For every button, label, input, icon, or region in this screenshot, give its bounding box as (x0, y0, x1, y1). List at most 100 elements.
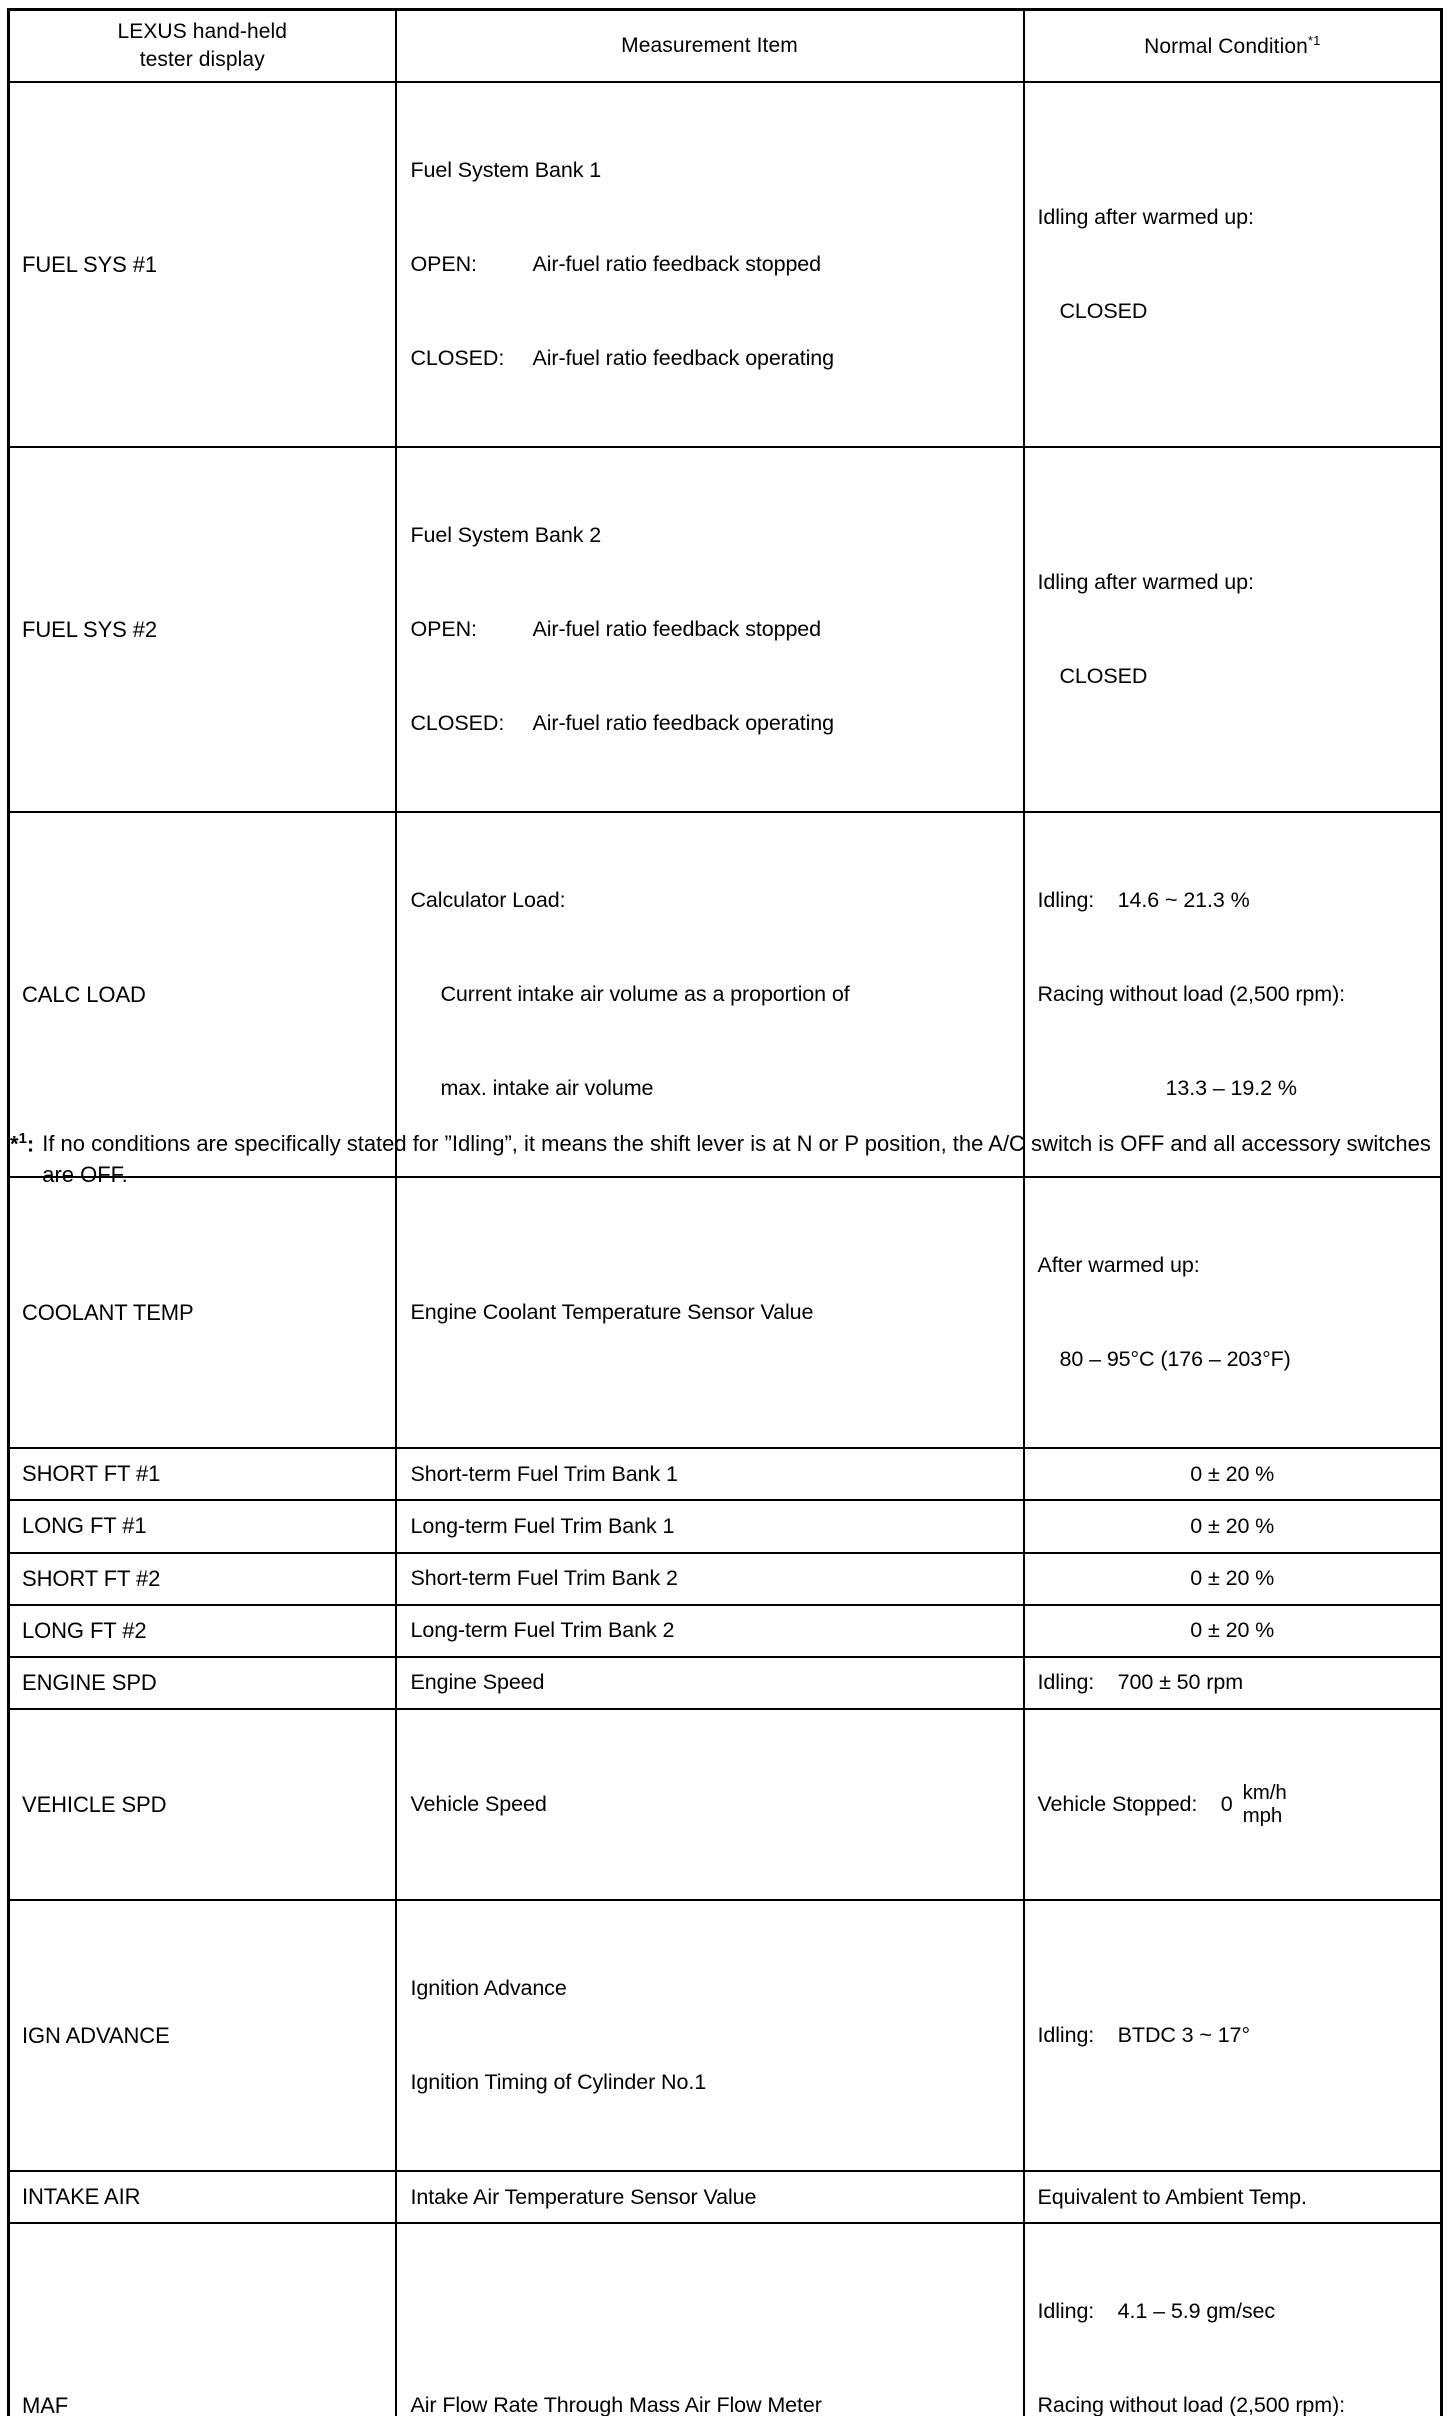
cell-display-name: LONG FT #1 (7, 1499, 397, 1554)
display-name-text: INTAKE AIR (22, 2184, 141, 2210)
display-name-text: FUEL SYS #2 (22, 616, 158, 642)
cell-display-name: SHORT FT #1 (7, 1447, 397, 1502)
condition-line: Idling: 4.1 – 5.9 gm/sec (1037, 2299, 1276, 2324)
footnote-marker-number: 1 (18, 1130, 27, 1147)
table-row: LONG FT #1 Long-term Fuel Trim Bank 1 0 … (7, 1499, 1443, 1554)
cell-display-name: ENGINE SPD (7, 1655, 397, 1710)
condition-line: Equivalent to Ambient Temp. (1037, 2184, 1308, 2209)
cell-display-name: COOLANT TEMP (7, 1176, 397, 1450)
measurement-kv: OPEN: Air-fuel ratio feedback stopped (411, 249, 1009, 280)
condition-line: Idling after warmed up: (1037, 204, 1255, 229)
condition-line: Idling: BTDC 3 ~ 17° (1037, 2023, 1251, 2048)
cell-measurement-item: Fuel System Bank 1 OPEN: Air-fuel ratio f… (394, 80, 1025, 449)
cell-display-name: VEHICLE SPD (7, 1707, 397, 1902)
table-header: LEXUS hand-held tester display Measureme… (7, 8, 1443, 83)
cell-normal-condition: 0 ± 20 % (1022, 1551, 1443, 1606)
cell-measurement-item: Intake Air Temperature Sensor Value (394, 2170, 1025, 2225)
diagnostic-parameters-table: LEXUS hand-held tester display Measureme… (7, 8, 1443, 2416)
display-name-text: MAF (22, 2392, 69, 2416)
measurement-line: Long-term Fuel Trim Bank 2 (410, 1618, 675, 1643)
cell-normal-condition: Equivalent to Ambient Temp. (1022, 2170, 1443, 2225)
condition-line: 0 ± 20 % (1190, 1513, 1275, 1538)
condition-line: 0 ± 20 % (1190, 1565, 1275, 1590)
footnote-text: If no conditions are specifically stated… (42, 1131, 1431, 1188)
condition-line: After warmed up: (1037, 1253, 1200, 1278)
column-header-tester-display-line1: LEXUS hand-held (117, 20, 288, 44)
measurement-kv: CLOSED: Air-fuel ratio feedback operating (411, 708, 1009, 739)
measurement-line: Long-term Fuel Trim Bank 1 (410, 1513, 675, 1538)
document-page: LEXUS hand-held tester display Measureme… (7, 8, 1443, 2416)
measurement-line: Vehicle Speed (410, 1791, 547, 1816)
footnote-marker-star: * (10, 1131, 19, 1157)
measurement-kv-value: Air-fuel ratio feedback operating (532, 711, 835, 736)
column-header-tester-display-line2: tester display (139, 48, 265, 71)
column-header-normal-condition-label: Normal Condition (1144, 34, 1308, 58)
measurement-line: Air Flow Rate Through Mass Air Flow Mete… (410, 2393, 822, 2416)
table-row: CALC LOAD Calculator Load: Current intak… (7, 811, 1443, 1179)
measurement-line: Ignition Timing of Cylinder No.1 (410, 2070, 707, 2095)
condition-line: Idling: 700 ± 50 rpm (1037, 1670, 1244, 1695)
measurement-line: Short-term Fuel Trim Bank 1 (410, 1461, 678, 1486)
cell-display-name: CALC LOAD (7, 811, 397, 1179)
vehicle-speed-label: Vehicle Stopped: 0 (1037, 1791, 1233, 1816)
cell-measurement-item: Engine Speed (394, 1655, 1025, 1710)
measurement-line: Calculator Load: (410, 888, 566, 912)
display-name-text: IGN ADVANCE (22, 2022, 170, 2048)
measurement-line: Fuel System Bank 2 (410, 522, 602, 547)
condition-line: CLOSED (1059, 664, 1148, 689)
column-header-tester-display: LEXUS hand-held tester display (7, 8, 397, 83)
table-body: FUEL SYS #1 Fuel System Bank 1 OPEN: Air-… (7, 80, 1443, 2416)
table-row: VEHICLE SPD Vehicle Speed Vehicle Stoppe… (7, 1707, 1443, 1902)
condition-line: CLOSED (1059, 298, 1148, 323)
measurement-kv-key: OPEN: (410, 251, 478, 276)
measurement-kv-value: Air-fuel ratio feedback operating (532, 346, 835, 370)
cell-measurement-item: Vehicle Speed (394, 1707, 1025, 1902)
display-name-text: FUEL SYS #1 (22, 251, 158, 277)
table-row: ENGINE SPD Engine Speed Idling: 700 ± 50… (7, 1655, 1443, 1710)
condition-line: 80 – 95°C (176 – 203°F) (1059, 1347, 1291, 1372)
cell-display-name: FUEL SYS #1 (7, 80, 397, 449)
cell-normal-condition: Idling: 14.6 ~ 21.3 % Racing without loa… (1022, 811, 1443, 1179)
measurement-line: Intake Air Temperature Sensor Value (410, 2184, 757, 2209)
column-header-normal-condition: Normal Condition*1 (1022, 8, 1443, 83)
condition-line: Racing without load (2,500 rpm): (1037, 982, 1346, 1007)
table-row: FUEL SYS #2 Fuel System Bank 2 OPEN: Air-… (7, 446, 1443, 814)
vehicle-speed-units: km/h mph (1243, 1781, 1287, 1828)
cell-display-name: INTAKE AIR (7, 2170, 397, 2225)
cell-display-name: SHORT FT #2 (7, 1551, 397, 1606)
footnote-reference-marker: *1 (1307, 32, 1321, 48)
display-name-text: LONG FT #2 (22, 1617, 147, 1643)
display-name-text: SHORT FT #2 (22, 1565, 161, 1591)
condition-line: 13.3 – 19.2 % (1165, 1076, 1297, 1101)
measurement-line: Ignition Advance (410, 1976, 567, 2001)
cell-measurement-item: Long-term Fuel Trim Bank 2 (394, 1603, 1025, 1658)
measurement-line: Current intake air volume as a proportio… (440, 982, 850, 1007)
table-row: COOLANT TEMP Engine Coolant Temperature … (7, 1176, 1443, 1450)
table-row: INTAKE AIR Intake Air Temperature Sensor… (7, 2170, 1443, 2225)
cell-normal-condition: Idling: 700 ± 50 rpm (1022, 1655, 1443, 1710)
cell-display-name: LONG FT #2 (7, 1603, 397, 1658)
cell-normal-condition: 0 ± 20 % (1022, 1447, 1443, 1502)
display-name-text: SHORT FT #1 (22, 1461, 161, 1487)
cell-measurement-item: Short-term Fuel Trim Bank 2 (394, 1551, 1025, 1606)
cell-normal-condition: 0 ± 20 % (1022, 1499, 1443, 1554)
cell-normal-condition: Idling after warmed up: CLOSED (1022, 80, 1443, 449)
footnote-marker-colon: : (26, 1131, 35, 1157)
measurement-kv: OPEN: Air-fuel ratio feedback stopped (411, 614, 1009, 645)
cell-display-name: FUEL SYS #2 (7, 446, 397, 814)
cell-display-name: MAF (7, 2222, 397, 2416)
column-header-measurement-item: Measurement Item (394, 8, 1025, 83)
table-row: FUEL SYS #1 Fuel System Bank 1 OPEN: Air-… (7, 80, 1443, 449)
display-name-text: VEHICLE SPD (22, 1791, 167, 1817)
condition-line: Idling: 14.6 ~ 21.3 % (1037, 888, 1250, 912)
condition-line: Racing without load (2,500 rpm): (1037, 2393, 1346, 2416)
cell-measurement-item: Ignition Advance Ignition Timing of Cyli… (394, 1899, 1025, 2173)
measurement-kv-value: Air-fuel ratio feedback stopped (532, 251, 822, 276)
measurement-line: Fuel System Bank 1 (410, 157, 602, 182)
measurement-kv-key: OPEN: (410, 617, 478, 641)
measurement-line: Engine Speed (410, 1670, 545, 1695)
cell-normal-condition: Idling: BTDC 3 ~ 17° (1022, 1899, 1443, 2173)
table-row: LONG FT #2 Long-term Fuel Trim Bank 2 0 … (7, 1603, 1443, 1658)
display-name-text: COOLANT TEMP (22, 1299, 194, 1325)
table-row: SHORT FT #2 Short-term Fuel Trim Bank 2 … (7, 1551, 1443, 1606)
